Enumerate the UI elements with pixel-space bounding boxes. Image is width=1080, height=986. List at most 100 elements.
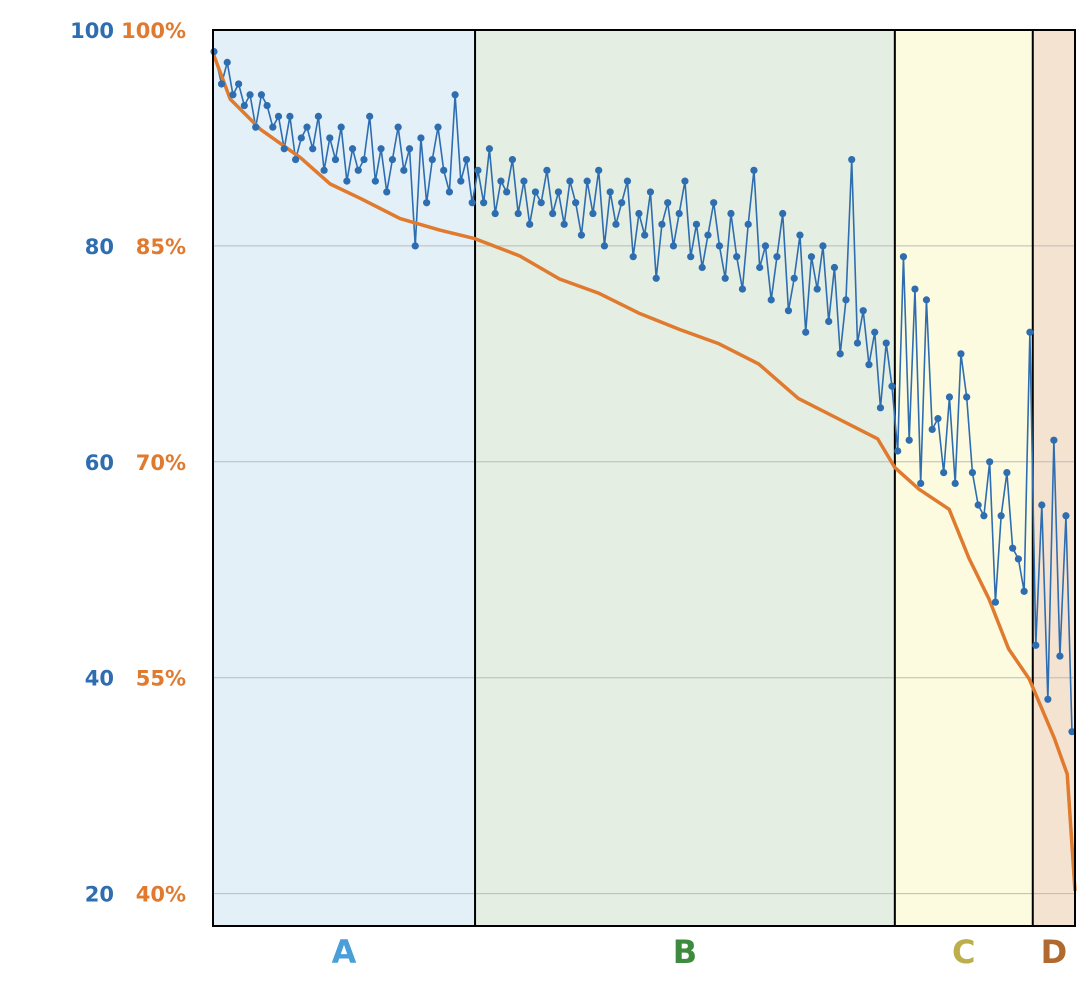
score-data-point <box>767 296 775 304</box>
score-data-point <box>377 145 385 153</box>
score-data-point <box>280 145 288 153</box>
score-data-point <box>848 155 856 164</box>
score-data-point <box>480 199 488 207</box>
score-data-point <box>217 80 226 88</box>
score-data-point <box>417 134 425 142</box>
score-data-point <box>252 123 260 131</box>
score-data-point <box>468 199 476 207</box>
score-data-point <box>223 58 231 66</box>
score-data-point <box>756 263 764 272</box>
score-data-point <box>343 177 351 185</box>
score-data-point <box>963 393 971 401</box>
score-data-point <box>388 155 397 164</box>
score-data-point <box>263 101 271 110</box>
score-data-point <box>819 242 827 250</box>
score-data-point <box>257 91 266 99</box>
score-data-point <box>859 307 867 315</box>
score-data-point <box>554 188 563 196</box>
score-data-point <box>462 155 471 164</box>
right-axis-tick-label: 40% <box>136 883 186 907</box>
score-data-point <box>537 199 545 207</box>
score-data-point <box>1056 652 1064 660</box>
left-axis-tick-label: 20 <box>85 883 114 907</box>
score-data-point <box>641 231 649 239</box>
score-data-point <box>675 209 683 218</box>
score-data-point <box>612 220 620 228</box>
score-data-point <box>337 123 345 131</box>
score-data-point <box>836 350 844 358</box>
score-data-point <box>235 80 243 88</box>
score-series-line <box>213 51 1073 732</box>
score-data-point <box>687 253 695 261</box>
left-axis-tick-label: 100 <box>70 19 114 43</box>
score-data-point <box>246 91 254 99</box>
score-data-point <box>286 112 294 120</box>
score-data-point <box>750 166 758 174</box>
score-data-point <box>652 274 660 282</box>
score-data-point <box>526 220 534 228</box>
score-data-point <box>566 177 574 185</box>
score-data-point <box>779 209 787 218</box>
score-data-point <box>229 91 237 99</box>
score-data-point <box>331 155 340 164</box>
score-data-point <box>727 209 735 218</box>
score-data-point <box>957 350 965 358</box>
score-data-point <box>572 199 580 207</box>
series-layer <box>210 47 1077 891</box>
score-data-point <box>618 199 626 207</box>
score-data-point <box>876 404 885 412</box>
score-data-point <box>405 145 414 153</box>
score-data-point <box>314 112 322 120</box>
tick-labels: 100 100% 80 85% 60 70% 40 55% 20 40% <box>70 19 186 907</box>
region-c-background <box>894 30 1033 926</box>
score-data-point <box>423 199 431 207</box>
left-axis-tick-label: 60 <box>85 451 114 475</box>
right-axis-tick-label: 100% <box>121 19 186 43</box>
score-data-point <box>326 134 334 142</box>
score-data-point <box>383 188 391 196</box>
score-data-point <box>888 382 896 390</box>
score-data-point <box>1003 469 1011 477</box>
score-data-point <box>269 123 277 131</box>
score-data-point <box>445 188 454 196</box>
score-data-point <box>1044 695 1052 703</box>
score-data-point <box>980 512 988 520</box>
left-axis-tick-label: 80 <box>85 235 114 259</box>
score-data-point <box>968 469 977 477</box>
score-data-point <box>474 166 482 174</box>
score-data-point <box>520 177 528 185</box>
score-data-point <box>543 166 551 174</box>
score-data-point <box>1038 501 1046 509</box>
score-data-point <box>681 177 689 185</box>
region-a-background <box>213 30 476 926</box>
score-data-point <box>807 253 816 261</box>
score-data-point <box>366 112 374 120</box>
region-label-b: B <box>673 933 697 971</box>
score-data-point <box>451 91 459 99</box>
score-data-point <box>669 242 678 250</box>
score-data-point <box>715 242 724 250</box>
score-data-point <box>497 177 505 185</box>
region-label-d: D <box>1041 933 1068 971</box>
score-data-point <box>945 393 954 401</box>
score-data-point <box>951 479 959 487</box>
score-data-point <box>503 188 511 196</box>
score-data-point <box>710 199 718 207</box>
score-data-point <box>635 209 643 218</box>
score-data-point <box>773 253 781 261</box>
plot-frame <box>212 29 1076 927</box>
score-data-point <box>899 253 908 261</box>
score-data-point <box>549 209 557 218</box>
score-data-point <box>360 155 368 164</box>
score-data-point <box>309 145 317 153</box>
right-axis-tick-label: 55% <box>136 667 186 691</box>
score-data-point <box>698 263 706 272</box>
score-data-point <box>583 177 591 185</box>
left-axis-tick-label: 40 <box>85 667 114 691</box>
score-data-point <box>790 274 798 282</box>
score-data-point <box>744 220 752 228</box>
score-data-point <box>320 166 328 174</box>
score-data-point <box>1050 436 1058 444</box>
score-data-point <box>928 425 936 434</box>
